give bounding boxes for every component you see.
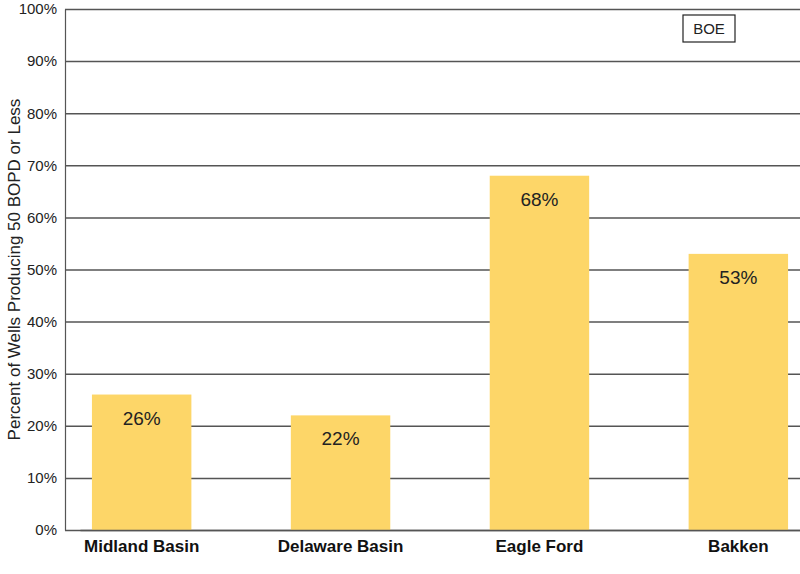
bars [92, 176, 788, 530]
y-tick: 60% [27, 209, 800, 226]
x-tick: Midland Basin [84, 537, 199, 556]
data-label: 22% [322, 428, 360, 449]
y-tick-label: 80% [27, 105, 57, 122]
grid-line [65, 165, 800, 167]
x-tick-label: Eagle Ford [496, 537, 584, 556]
annotation-box [683, 15, 735, 42]
x-tick-label: Midland Basin [84, 537, 199, 556]
x-tick-label: Delaware Basin [278, 537, 404, 556]
data-label: 68% [520, 189, 558, 210]
y-tick: 90% [27, 52, 800, 69]
y-tick-label: 20% [27, 417, 57, 434]
y-tick-label: 70% [27, 157, 57, 174]
x-tick-label: Bakken [708, 537, 768, 556]
grid-line [65, 9, 800, 11]
bar [689, 254, 788, 530]
data-labels: 26% 22% 68% 53% [123, 189, 758, 450]
y-tick: 40% [27, 313, 800, 330]
bar [92, 395, 191, 530]
grid-line [65, 530, 800, 532]
bar [490, 176, 589, 530]
grid-line [65, 61, 800, 63]
annotation-text: BOE [693, 20, 725, 37]
y-axis: 0% 10% 20% 30% 40% 50% 60% 70% 80% 90% 100% [19, 0, 800, 538]
y-tick-label: 90% [27, 52, 57, 69]
x-tick: Bakken [708, 537, 768, 556]
y-tick-label: 50% [27, 261, 57, 278]
y-tick-label: 30% [27, 365, 57, 382]
data-label: 53% [719, 267, 757, 288]
y-tick: 30% [27, 365, 800, 382]
y-tick-label: 100% [19, 0, 57, 17]
x-tick: Delaware Basin [278, 537, 404, 556]
y-axis-title: Percent of Wells Producing 50 BOPD or Le… [5, 99, 24, 441]
grid-line [65, 113, 800, 115]
y-tick: 80% [27, 105, 800, 122]
y-tick-label: 40% [27, 313, 57, 330]
y-tick: 70% [27, 157, 800, 174]
x-axis-line [81, 530, 800, 532]
y-tick-label: 60% [27, 209, 57, 226]
x-axis: Midland Basin Delaware Basin Eagle Ford Bak… [81, 531, 800, 557]
y-tick: 50% [27, 261, 800, 278]
grid-line [65, 217, 800, 219]
annotation: BOE [683, 15, 735, 42]
chart: 0% 10% 20% 30% 40% 50% 60% 70% 80% 90% 100% Midland… [0, 0, 800, 574]
x-tick: Eagle Ford [496, 537, 584, 556]
y-tick-label: 10% [27, 469, 57, 486]
data-label: 26% [123, 408, 161, 429]
bar [291, 415, 390, 530]
y-tick-label: 0% [35, 521, 57, 538]
